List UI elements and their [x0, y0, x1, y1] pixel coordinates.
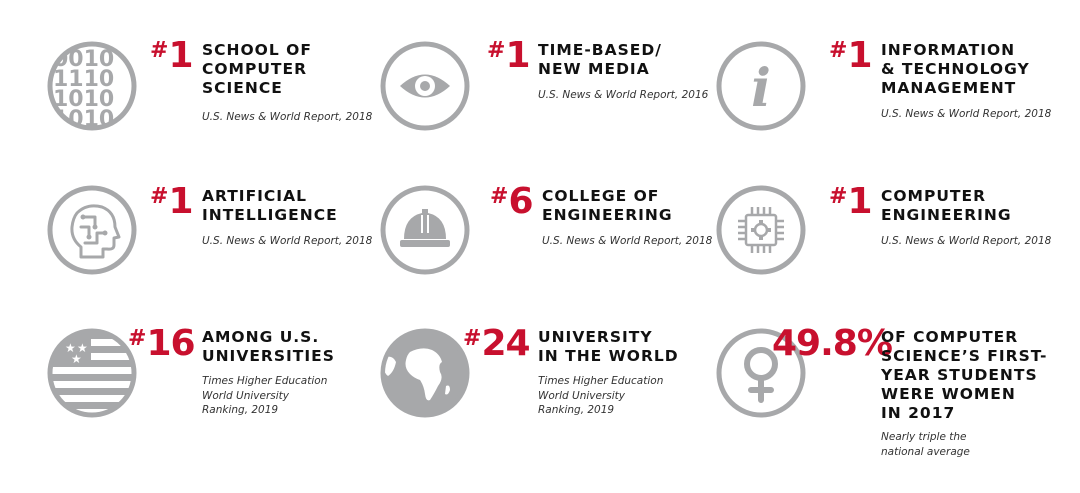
ranking-title: OF COMPUTER SCIENCE’S FIRST- YEAR STUDEN…: [881, 328, 1047, 423]
svg-text:★: ★: [65, 341, 76, 355]
ranking-title: ARTIFICIAL INTELLIGENCE: [202, 187, 338, 225]
ranking-title: COMPUTER ENGINEERING: [881, 187, 1012, 225]
rank-badge: #6: [490, 181, 534, 222]
title-line: SCHOOL OF: [202, 41, 312, 59]
us-flag-icon: ★ ★ ★: [47, 328, 137, 418]
ranking-title: INFORMATION & TECHNOLOGY MANAGEMENT: [881, 41, 1030, 98]
source-line: national average: [881, 445, 970, 458]
chip-icon: [716, 185, 806, 275]
source-line: U.S. News & World Report, 2016: [538, 89, 709, 101]
rank-hash: #: [829, 184, 848, 209]
title-line: INFORMATION: [881, 41, 1016, 59]
ranking-source: U.S. News & World Report, 2018: [881, 107, 1051, 122]
ai-head-icon: [47, 185, 137, 275]
source-line: U.S. News & World Report, 2018: [881, 108, 1052, 120]
rank-number: 1: [847, 35, 872, 76]
ranking-source: U.S. News & World Report, 2018: [542, 234, 712, 249]
title-line: IN THE WORLD: [538, 347, 679, 365]
title-line: ENGINEERING: [881, 206, 1012, 224]
title-line: UNIVERSITY: [538, 328, 653, 346]
rank-badge: #1: [150, 181, 194, 222]
rank-badge: #1: [150, 35, 194, 76]
title-line: & TECHNOLOGY: [881, 60, 1030, 78]
title-line: ARTIFICIAL: [202, 187, 307, 205]
title-line: TIME-BASED/: [538, 41, 662, 59]
rank-hash: #: [490, 184, 509, 209]
title-line: COMPUTER: [881, 187, 987, 205]
ranking-title: UNIVERSITY IN THE WORLD: [538, 328, 679, 366]
rank-number: 1: [505, 35, 530, 76]
source-line: U.S. News & World Report, 2018: [202, 235, 373, 247]
title-line: UNIVERSITIES: [202, 347, 335, 365]
svg-text:★: ★: [71, 352, 82, 366]
female-symbol-icon: [716, 328, 806, 418]
ranking-title: SCHOOL OF COMPUTER SCIENCE: [202, 41, 312, 98]
rank-hash: #: [487, 38, 506, 63]
rank-number: 24: [481, 323, 530, 364]
title-line: YEAR STUDENTS: [881, 366, 1038, 384]
source-line: Times Higher Education: [202, 375, 328, 387]
svg-text:★: ★: [77, 341, 88, 355]
rank-number: 1: [168, 35, 193, 76]
info-icon: i: [716, 41, 806, 131]
title-line: INTELLIGENCE: [202, 206, 338, 224]
ranking-source: Times Higher Education World University …: [202, 374, 327, 418]
title-line: WERE WOMEN: [881, 385, 1016, 403]
source-line: Ranking, 2019: [202, 404, 279, 416]
source-line: U.S. News & World Report, 2018: [202, 111, 373, 123]
globe-icon: [380, 328, 470, 418]
rank-badge: #24: [463, 323, 531, 364]
source-line: Times Higher Education: [538, 375, 664, 387]
rank-number: 1: [168, 181, 193, 222]
ranking-source: U.S. News & World Report, 2016: [538, 88, 708, 103]
title-line: IN 2017: [881, 404, 956, 422]
title-line: NEW MEDIA: [538, 60, 650, 78]
info-glyph: i: [751, 58, 771, 119]
ranking-source: Times Higher Education World University …: [538, 374, 663, 418]
title-line: MANAGEMENT: [881, 79, 1017, 97]
rank-number: 16: [146, 323, 195, 364]
ranking-title: TIME-BASED/ NEW MEDIA: [538, 41, 662, 79]
rank-number: 6: [508, 181, 533, 222]
binary-text: 1110: [53, 67, 114, 92]
source-line: U.S. News & World Report, 2018: [542, 235, 713, 247]
source-line: U.S. News & World Report, 2018: [881, 235, 1052, 247]
ranking-source: Nearly triple the national average: [881, 430, 970, 459]
rank-badge: #1: [829, 35, 873, 76]
title-line: SCIENCE’S FIRST-: [881, 347, 1048, 365]
title-line: ENGINEERING: [542, 206, 673, 224]
rank-hash: #: [150, 184, 169, 209]
binary-text: 1010: [53, 87, 114, 112]
source-line: World University: [202, 389, 290, 402]
rank-badge: 49.8%: [772, 323, 893, 364]
ranking-source: U.S. News & World Report, 2018: [881, 234, 1051, 249]
ranking-title: COLLEGE OF ENGINEERING: [542, 187, 673, 225]
rank-hash: #: [829, 38, 848, 63]
source-line: World University: [538, 389, 626, 402]
eye-icon: [380, 41, 470, 131]
hard-hat-icon: [380, 185, 470, 275]
source-line: Ranking, 2019: [538, 404, 615, 416]
title-line: COMPUTER: [202, 60, 308, 78]
title-line: COLLEGE OF: [542, 187, 660, 205]
rank-badge: #1: [487, 35, 531, 76]
source-line: Nearly triple the: [881, 431, 967, 443]
rank-hash: #: [128, 326, 147, 351]
title-line: OF COMPUTER: [881, 328, 1019, 346]
title-line: SCIENCE: [202, 79, 283, 97]
rank-number: 49.8%: [772, 323, 893, 364]
ranking-source: U.S. News & World Report, 2018: [202, 234, 372, 249]
rank-hash: #: [463, 326, 482, 351]
ranking-source: U.S. News & World Report, 2018: [202, 110, 372, 125]
rank-number: 1: [847, 181, 872, 222]
ranking-title: AMONG U.S. UNIVERSITIES: [202, 328, 335, 366]
title-line: AMONG U.S.: [202, 328, 320, 346]
binary-icon: 0010 1110 1010 1010: [47, 41, 137, 131]
rank-hash: #: [150, 38, 169, 63]
rank-badge: #16: [128, 323, 196, 364]
rank-badge: #1: [829, 181, 873, 222]
